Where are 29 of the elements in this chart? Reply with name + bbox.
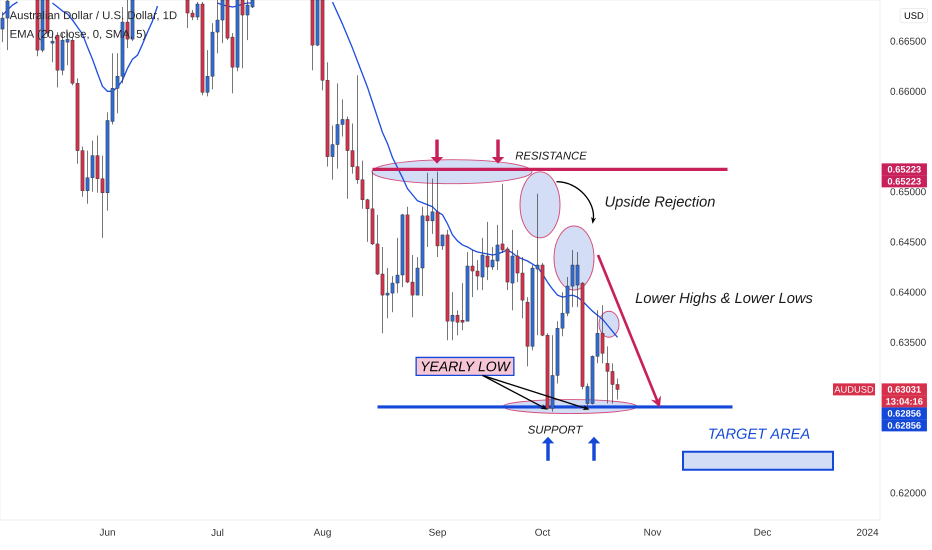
y-tick-label: 0.62000 bbox=[890, 489, 926, 496]
text: 0.63031 bbox=[888, 386, 921, 393]
x-tick-label: Oct bbox=[535, 528, 550, 536]
y-tick-label: 0.66500 bbox=[890, 38, 926, 45]
text: USD bbox=[904, 12, 924, 19]
text: 0.65223 bbox=[888, 178, 921, 185]
x-tick-label: Jun bbox=[100, 528, 115, 536]
annotation: SUPPORT bbox=[528, 426, 583, 434]
y-tick-label: 0.63500 bbox=[890, 338, 926, 346]
y-tick-label: 0.66000 bbox=[890, 88, 926, 95]
x-tick-label: Aug bbox=[314, 528, 331, 538]
y-tick-label: 0.65000 bbox=[890, 188, 926, 196]
annotation: Upside Rejection bbox=[606, 196, 715, 210]
annotation: Lower Highs & Lower Lows bbox=[636, 292, 813, 306]
x-tick-label: Jul bbox=[211, 528, 224, 536]
text: 13:04:16 bbox=[886, 398, 923, 405]
x-tick-label: Nov bbox=[644, 528, 662, 536]
annotation: AUDUSD bbox=[834, 386, 874, 393]
annotation: RESISTANCE bbox=[516, 152, 587, 160]
y-tick-label: 0.64000 bbox=[890, 288, 926, 296]
text: 0.65223 bbox=[888, 166, 921, 173]
x-tick-label: 2024 bbox=[856, 528, 878, 536]
text: 0.62856 bbox=[888, 422, 921, 429]
x-tick-label: Dec bbox=[754, 528, 772, 536]
x-tick-label: Sep bbox=[429, 528, 446, 538]
annotation: YEARLY LOW bbox=[422, 361, 511, 372]
annotation: TARGET AREA bbox=[709, 428, 810, 439]
text: 0.62856 bbox=[888, 410, 921, 417]
y-tick-label: 0.64500 bbox=[890, 238, 926, 246]
